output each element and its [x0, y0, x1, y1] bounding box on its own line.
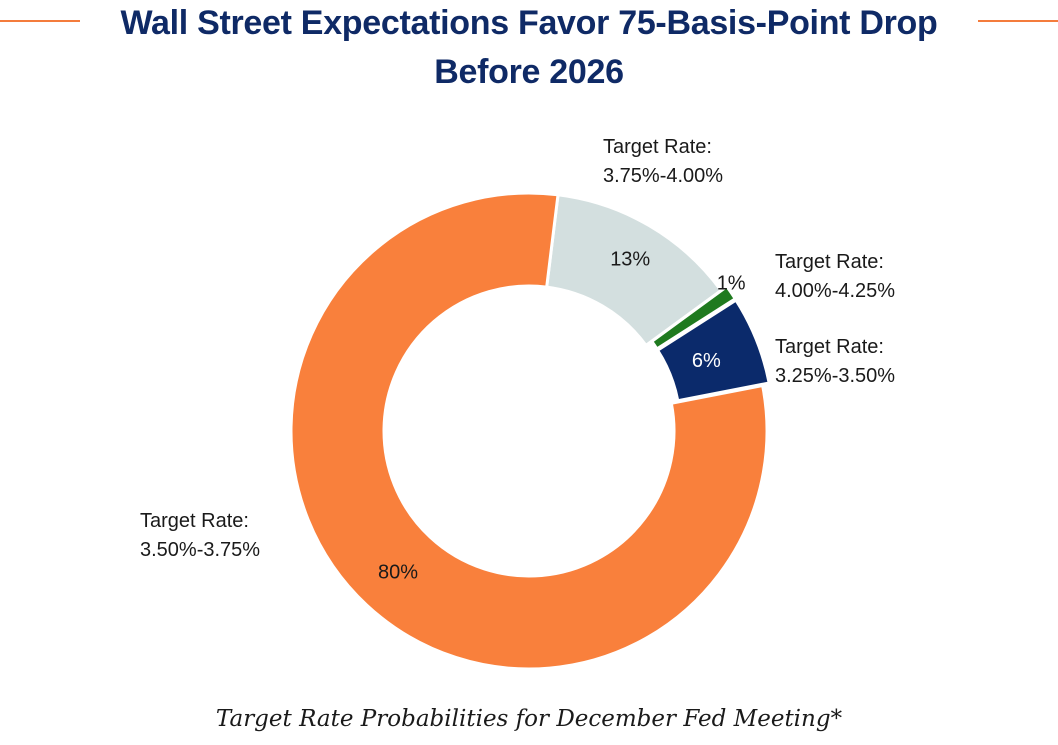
title-rule-left	[0, 20, 80, 22]
chart-caption: Target Rate Probabilities for December F…	[215, 706, 843, 732]
slice-value-label: 13%	[610, 248, 650, 270]
title-rule-right	[978, 20, 1058, 22]
slice-value-label: 1%	[717, 273, 746, 295]
slice-range-label: 3.25%-3.50%	[775, 365, 895, 387]
chart-title-line-1: Wall Street Expectations Favor 75-Basis-…	[120, 4, 938, 42]
chart-title-line-2: Before 2026	[434, 53, 624, 91]
donut-slice-4-00-4-25	[649, 284, 738, 351]
slice-range-label: 3.50%-3.75%	[140, 539, 260, 561]
slice-range-label: 4.00%-4.25%	[775, 280, 895, 302]
slice-category-label: Target Rate:	[775, 336, 884, 358]
slice-category-label: Target Rate:	[775, 251, 884, 273]
slice-category-label: Target Rate:	[140, 510, 249, 532]
donut-slice-3-50-3-75	[289, 191, 769, 671]
slice-category-label: Target Rate:	[603, 136, 712, 158]
slice-range-label: 3.75%-4.00%	[603, 165, 723, 187]
slice-value-label: 80%	[378, 561, 418, 583]
slice-value-label: 6%	[692, 350, 721, 372]
donut-chart: 13% Target Rate: 3.75%-4.00% 1% Target Rate:…	[140, 136, 895, 671]
